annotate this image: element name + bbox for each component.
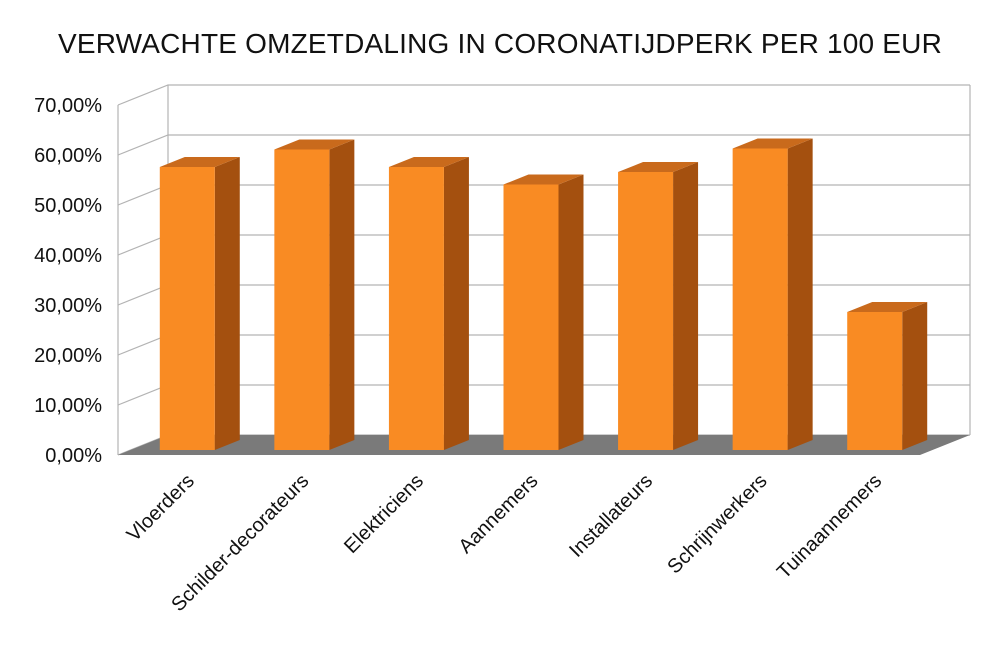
bar-vloerders [159,157,240,450]
bar-top [159,157,240,167]
bar-top [732,138,813,149]
y-tick-label: 70,00% [34,95,102,117]
bar-front [503,184,559,450]
bar-schilder-decorateurs [274,139,355,450]
y-tick-label: 20,00% [34,345,102,367]
bar-side [787,138,813,450]
bar-front [274,149,330,450]
y-axis-ticks: 0,00% 10,00% 20,00% 30,00% 40,00% 50,00% 60,00… [34,95,102,467]
bar-schrijnwerkers [732,138,813,450]
bar-side [214,157,240,450]
bar-side [329,139,355,450]
bar-top [388,157,469,167]
x-tick-label: Tuinaannemers [773,470,886,583]
bar-top [847,302,928,312]
gridline [117,84,970,106]
bar-front [732,148,788,450]
x-tick-label: Aannemers [455,470,543,558]
bar-aannemers [503,174,584,450]
bar-installateurs [618,162,699,450]
bar-front [847,312,903,450]
x-tick-label: Installateurs [565,470,657,562]
bar-front [388,167,444,450]
bars [159,138,928,450]
bar-top [618,162,699,172]
y-tick-label: 60,00% [34,145,102,167]
bar-side [902,302,928,450]
chart-title: VERWACHTE OMZETDALING IN CORONATIJDPERK … [57,28,943,59]
bar-side [673,162,699,450]
bar-top [503,174,584,185]
y-tick-label: 30,00% [34,295,102,317]
x-tick-label: Schrijnwerkers [663,470,771,578]
y-tick-label: 0,00% [45,445,102,467]
bar-side [558,174,584,450]
bar-front [618,172,674,450]
y-tick-label: 40,00% [34,245,102,267]
bar-front [159,167,215,450]
x-tick-label: Elektriciens [340,470,428,558]
bar-elektriciens [388,157,469,450]
x-tick-label: Vloerders [123,470,199,546]
bar-tuinaannemers [847,302,928,450]
bar-top [274,139,355,150]
gridline [117,134,970,156]
bar-side [443,157,469,450]
y-tick-label: 50,00% [34,195,102,217]
y-tick-label: 10,00% [34,395,102,417]
